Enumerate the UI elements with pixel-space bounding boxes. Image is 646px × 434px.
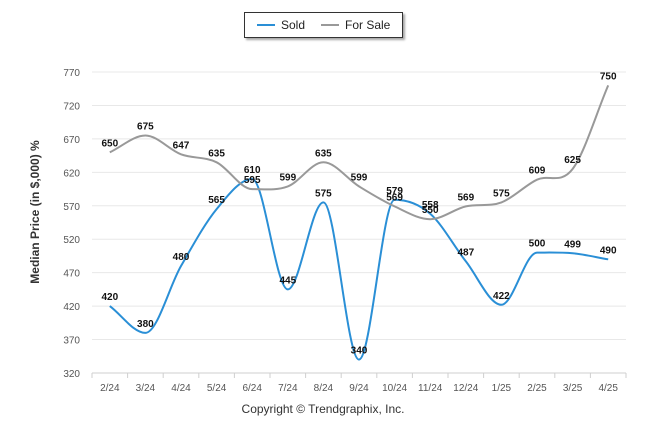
legend-label-sold: Sold xyxy=(281,18,306,32)
data-label-for-sale: 750 xyxy=(600,71,617,82)
y-tick-label: 620 xyxy=(63,168,80,179)
y-tick-label: 570 xyxy=(63,202,80,213)
data-label-for-sale: 635 xyxy=(315,148,332,159)
y-tick-label: 470 xyxy=(63,269,80,280)
x-tick-label: 4/24 xyxy=(171,383,191,394)
x-tick-label: 11/24 xyxy=(418,383,443,394)
data-label-sold: 422 xyxy=(493,291,510,302)
x-tick-label: 4/25 xyxy=(598,383,618,394)
data-label-for-sale: 647 xyxy=(173,140,190,151)
x-tick-label: 2/24 xyxy=(100,383,120,394)
data-label-for-sale: 550 xyxy=(422,205,439,216)
data-label-sold: 490 xyxy=(600,245,617,256)
data-label-sold: 565 xyxy=(208,195,225,206)
x-tick-label: 3/24 xyxy=(136,383,156,394)
x-tick-label: 12/24 xyxy=(453,383,478,394)
y-tick-label: 420 xyxy=(63,302,80,313)
copyright-text: Copyright © Trendgraphix, Inc. xyxy=(241,402,405,416)
data-label-sold: 579 xyxy=(386,186,403,197)
data-label-sold: 500 xyxy=(529,239,546,250)
x-tick-label: 8/24 xyxy=(314,383,334,394)
y-tick-label: 520 xyxy=(63,235,80,246)
x-tick-label: 2/25 xyxy=(527,383,547,394)
data-label-for-sale: 599 xyxy=(351,172,368,183)
x-tick-label: 1/25 xyxy=(492,383,512,394)
series-line-sold xyxy=(109,177,609,361)
legend-swatch-sold xyxy=(257,23,275,26)
data-label-sold: 380 xyxy=(137,319,154,330)
data-label-for-sale: 650 xyxy=(101,138,118,149)
data-label-for-sale: 569 xyxy=(457,192,474,203)
data-label-sold: 487 xyxy=(457,247,474,258)
y-axis-label: Median Price (in $,000) % xyxy=(28,140,42,284)
legend-swatch-for-sale xyxy=(321,23,339,26)
x-tick-label: 9/24 xyxy=(349,383,369,394)
data-label-sold: 558 xyxy=(422,200,439,211)
data-label-for-sale: 599 xyxy=(279,172,296,183)
legend-label-for-sale: For Sale xyxy=(345,18,391,32)
y-tick-label: 320 xyxy=(63,369,80,380)
data-label-sold: 420 xyxy=(101,292,118,303)
chart-legend[interactable]: Sold For Sale xyxy=(244,12,403,38)
data-label-for-sale: 609 xyxy=(529,166,546,177)
y-tick-label: 370 xyxy=(63,336,80,347)
data-label-sold: 480 xyxy=(173,252,190,263)
data-label-sold: 445 xyxy=(279,275,296,286)
x-tick-label: 5/24 xyxy=(207,383,227,394)
data-label-sold: 610 xyxy=(244,165,261,176)
legend-item-sold[interactable]: Sold xyxy=(257,18,305,32)
y-tick-label: 720 xyxy=(63,101,80,112)
data-label-sold: 340 xyxy=(351,346,368,357)
data-label-for-sale: 595 xyxy=(244,175,261,186)
y-tick-label: 770 xyxy=(63,68,80,79)
y-tick-label: 670 xyxy=(63,135,80,146)
data-label-sold: 499 xyxy=(564,239,581,250)
data-label-for-sale: 635 xyxy=(208,148,225,159)
data-label-for-sale: 675 xyxy=(137,122,154,133)
data-label-for-sale: 569 xyxy=(386,192,403,203)
x-tick-label: 6/24 xyxy=(242,383,262,394)
x-tick-label: 7/24 xyxy=(278,383,298,394)
data-label-for-sale: 575 xyxy=(493,188,510,199)
data-label-for-sale: 625 xyxy=(564,155,581,166)
x-tick-label: 10/24 xyxy=(382,383,407,394)
legend-item-for-sale[interactable]: For Sale xyxy=(321,18,390,32)
data-label-sold: 575 xyxy=(315,188,332,199)
series-line-for-sale xyxy=(109,85,610,221)
x-tick-label: 3/25 xyxy=(563,383,583,394)
